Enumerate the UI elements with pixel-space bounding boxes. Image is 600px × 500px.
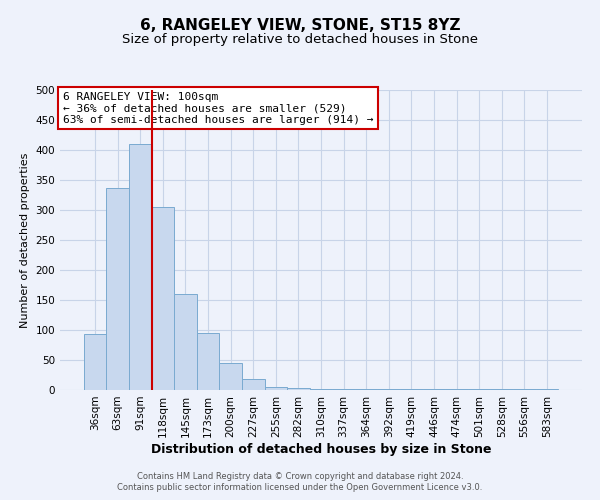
Bar (152, 207, 174, 390)
Bar (265, 387, 287, 390)
Bar (287, 388, 310, 390)
Text: Contains HM Land Registry data © Crown copyright and database right 2024.: Contains HM Land Registry data © Crown c… (137, 472, 463, 481)
Bar (106, 188, 129, 390)
Bar (220, 363, 242, 390)
Bar (242, 379, 265, 390)
Bar (129, 144, 152, 390)
Bar (310, 389, 332, 390)
Y-axis label: Number of detached properties: Number of detached properties (20, 152, 30, 328)
Text: 6, RANGELEY VIEW, STONE, ST15 8YZ: 6, RANGELEY VIEW, STONE, ST15 8YZ (140, 18, 460, 32)
Text: Contains public sector information licensed under the Open Government Licence v3: Contains public sector information licen… (118, 484, 482, 492)
X-axis label: Distribution of detached houses by size in Stone: Distribution of detached houses by size … (151, 442, 491, 456)
Text: Size of property relative to detached houses in Stone: Size of property relative to detached ho… (122, 32, 478, 46)
Bar (513, 389, 536, 390)
Bar (174, 294, 197, 390)
Bar (536, 389, 558, 390)
Bar (84, 334, 106, 390)
Text: 6 RANGELEY VIEW: 100sqm
← 36% of detached houses are smaller (529)
63% of semi-d: 6 RANGELEY VIEW: 100sqm ← 36% of detache… (62, 92, 373, 124)
Bar (197, 333, 220, 390)
